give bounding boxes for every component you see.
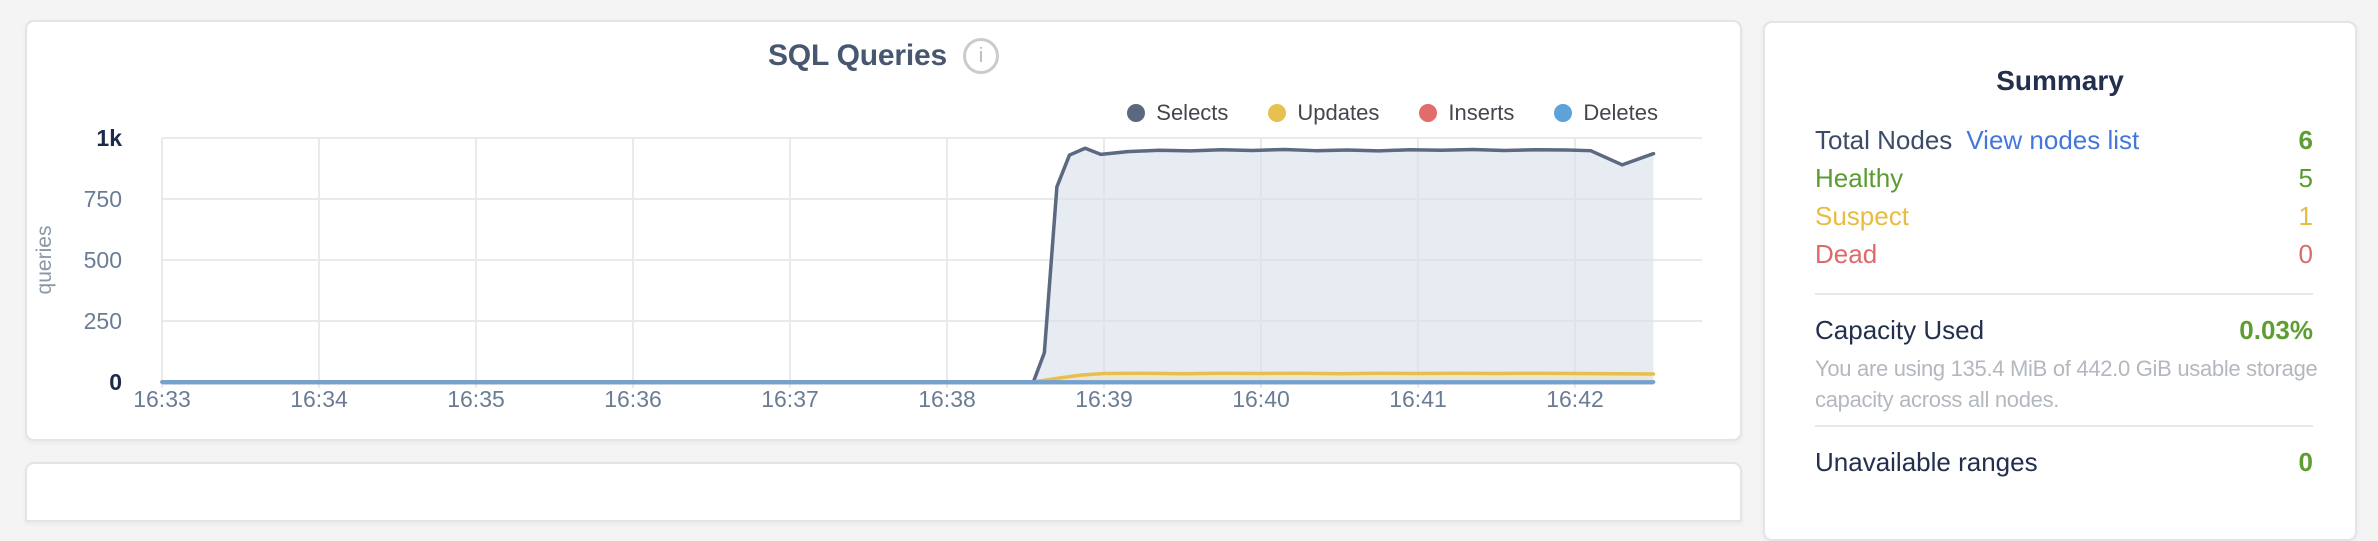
dashboard-page: SQL Queries i Selects Updates Inserts Delet… bbox=[25, 20, 2357, 541]
y-tick-label: 1k bbox=[96, 125, 122, 151]
x-tick-label: 16:35 bbox=[447, 386, 505, 412]
x-tick-label: 16:38 bbox=[918, 386, 976, 412]
chart-legend: Selects Updates Inserts Deletes bbox=[1127, 100, 1658, 126]
legend-dot-inserts bbox=[1419, 104, 1438, 122]
x-tick-label: 16:33 bbox=[133, 386, 191, 412]
sql-queries-chart[interactable]: 16:33 16:34 16:35 16:36 16:37 16:38 16:39 16:40… bbox=[27, 22, 1744, 443]
unavailable-ranges-row: Unavailable ranges 0 bbox=[1815, 443, 2313, 481]
capacity-used-label: Capacity Used bbox=[1815, 314, 1985, 345]
summary-row-total-nodes: Total Nodes View nodes list 6 bbox=[1815, 121, 2313, 159]
y-tick-label: 500 bbox=[84, 247, 122, 273]
updates-area bbox=[162, 373, 1654, 382]
y-tick-label: 250 bbox=[84, 308, 122, 334]
sql-queries-card: SQL Queries i Selects Updates Inserts Delet… bbox=[25, 20, 1742, 441]
legend-item-selects[interactable]: Selects bbox=[1127, 100, 1228, 126]
legend-label: Selects bbox=[1156, 100, 1229, 125]
summary-row-label: Healthy bbox=[1815, 162, 1904, 193]
x-tick-label: 16:37 bbox=[761, 386, 819, 412]
legend-label: Updates bbox=[1297, 100, 1380, 125]
summary-rows: Total Nodes View nodes list 6 Healthy 5 Suspe… bbox=[1815, 121, 2313, 273]
capacity-used-row: Capacity Used 0.03% bbox=[1815, 311, 2313, 349]
chart-title: SQL Queries bbox=[768, 39, 947, 72]
capacity-description: You are using 135.4 MiB of 442.0 GiB usa… bbox=[1815, 356, 2318, 412]
legend-label: Deletes bbox=[1583, 100, 1658, 125]
view-nodes-link[interactable]: View nodes list bbox=[1966, 124, 2140, 155]
summary-row-value: 1 bbox=[2298, 200, 2313, 231]
summary-card: Summary Total Nodes View nodes list 6 Healt… bbox=[1763, 21, 2357, 541]
summary-row-dead: Dead 0 bbox=[1815, 235, 2313, 273]
legend-item-deletes[interactable]: Deletes bbox=[1554, 100, 1658, 126]
legend-dot-updates bbox=[1268, 104, 1287, 122]
x-tick-label: 16:39 bbox=[1075, 386, 1133, 412]
legend-item-updates[interactable]: Updates bbox=[1268, 100, 1379, 126]
legend-item-inserts[interactable]: Inserts bbox=[1419, 100, 1514, 126]
y-tick-label: 750 bbox=[84, 186, 122, 212]
unavailable-ranges-label: Unavailable ranges bbox=[1815, 446, 2038, 477]
summary-row-label: Total Nodes bbox=[1815, 124, 1953, 155]
summary-row-label: Dead bbox=[1815, 238, 1878, 269]
summary-row-label: Suspect bbox=[1815, 200, 1909, 231]
summary-row-value: 0 bbox=[2298, 238, 2313, 269]
summary-row-value: 6 bbox=[2298, 124, 2313, 155]
info-icon[interactable]: i bbox=[963, 38, 999, 74]
x-tick-label: 16:36 bbox=[604, 386, 662, 412]
next-chart-card bbox=[25, 462, 1742, 522]
summary-row-suspect: Suspect 1 bbox=[1815, 197, 2313, 235]
summary-title: Summary bbox=[1996, 65, 2124, 96]
selects-area bbox=[162, 148, 1654, 382]
legend-dot-deletes bbox=[1554, 104, 1573, 122]
legend-label: Inserts bbox=[1448, 100, 1515, 125]
capacity-used-value: 0.03% bbox=[2239, 314, 2313, 345]
chart-title-row: SQL Queries i bbox=[27, 38, 1740, 74]
y-tick-label: 0 bbox=[109, 369, 122, 395]
summary-row-value: 5 bbox=[2298, 162, 2313, 193]
y-axis-title: queries bbox=[33, 226, 56, 295]
x-tick-label: 16:40 bbox=[1232, 386, 1290, 412]
divider bbox=[1815, 425, 2313, 427]
x-tick-label: 16:42 bbox=[1546, 386, 1604, 412]
divider bbox=[1815, 293, 2313, 295]
legend-dot-selects bbox=[1127, 104, 1146, 122]
x-tick-label: 16:34 bbox=[290, 386, 348, 412]
unavailable-ranges-value: 0 bbox=[2298, 446, 2313, 477]
summary-row-healthy: Healthy 5 bbox=[1815, 159, 2313, 197]
x-tick-label: 16:41 bbox=[1389, 386, 1447, 412]
